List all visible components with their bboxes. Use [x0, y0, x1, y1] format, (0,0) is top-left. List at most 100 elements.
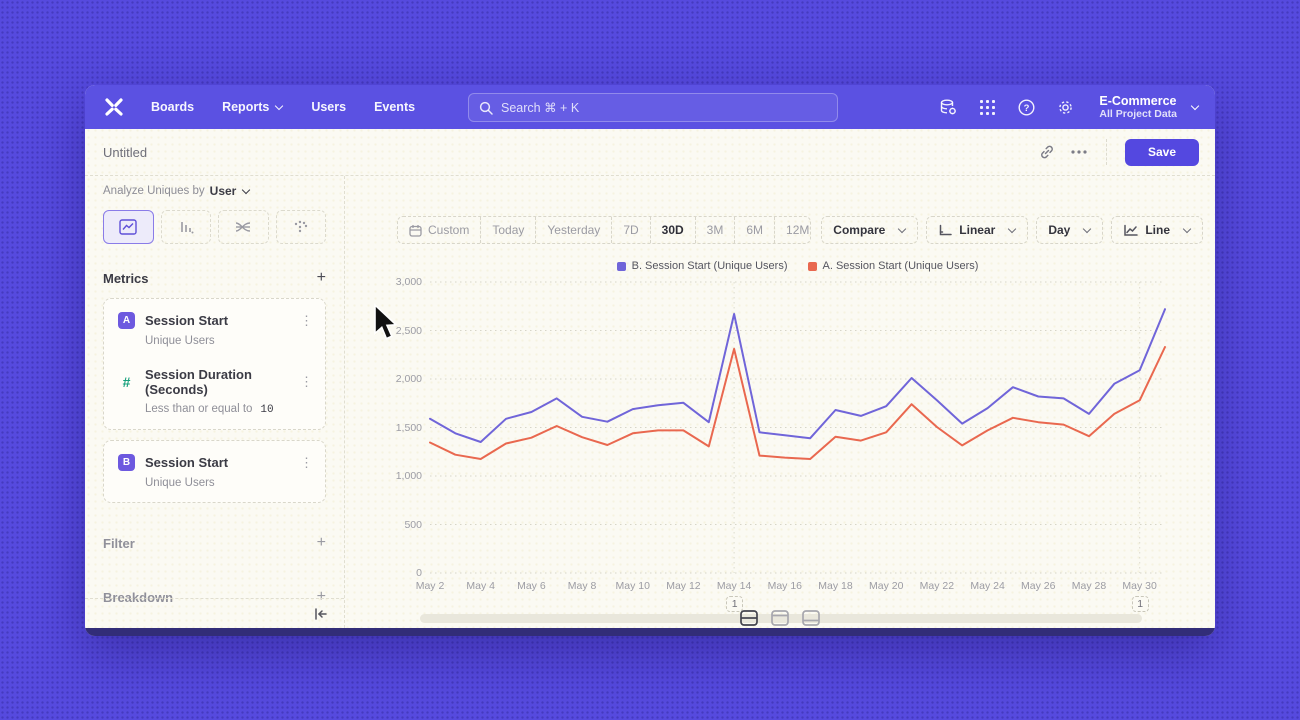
- range-3m[interactable]: 3M: [694, 217, 735, 243]
- x-tick-label: May 22: [919, 580, 955, 592]
- flows-icon: [236, 222, 251, 232]
- nav-item-boards[interactable]: Boards: [151, 100, 195, 114]
- line-chart[interactable]: [429, 281, 1166, 574]
- metrics-section-header: Metrics +: [103, 270, 326, 286]
- copy-link-icon[interactable]: [1038, 143, 1056, 161]
- add-breakdown-button[interactable]: +: [316, 588, 326, 605]
- range-7d[interactable]: 7D: [611, 217, 649, 243]
- report-header: Untitled Save: [85, 129, 1215, 176]
- chart-legend: B. Session Start (Unique Users) A. Sessi…: [430, 260, 1165, 272]
- sidebar-footer: [85, 598, 344, 628]
- y-tick-label: 0: [416, 567, 422, 579]
- data-management-icon[interactable]: [939, 98, 957, 116]
- y-tick-label: 3,000: [395, 276, 422, 288]
- chevron-down-icon: [275, 103, 283, 111]
- window-bottom-edge: [85, 628, 1215, 636]
- report-title[interactable]: Untitled: [103, 144, 148, 160]
- chart-type-bar-tile[interactable]: [160, 210, 211, 244]
- annotation-badge[interactable]: 1: [726, 596, 744, 612]
- metric-row-duration[interactable]: # Session Duration (Seconds) ⋮: [118, 367, 313, 397]
- linear-axis-icon: [940, 224, 953, 235]
- bar-chart-icon: [180, 222, 194, 234]
- metric-filter-condition: Less than or equal to 10: [145, 403, 274, 416]
- layout-split-icon[interactable]: [740, 610, 758, 626]
- scatter-icon: [294, 220, 307, 233]
- nav-item-events[interactable]: Events: [374, 100, 416, 114]
- series-line[interactable]: [429, 308, 1166, 443]
- x-tick-label: May 2: [415, 580, 445, 592]
- nav-utilities: ? E-Commerce All Project Data: [939, 94, 1199, 120]
- save-button[interactable]: Save: [1125, 138, 1199, 166]
- analyze-uniques-row: Analyze Uniques by User: [103, 184, 326, 198]
- analyze-value-dropdown[interactable]: User: [210, 184, 251, 198]
- x-tick-label: May 12: [666, 580, 701, 592]
- range-30d[interactable]: 30D: [649, 217, 695, 243]
- interval-dropdown[interactable]: Day: [1036, 216, 1104, 244]
- breakdown-title: Breakdown: [103, 589, 174, 605]
- range-custom[interactable]: Custom: [398, 217, 480, 243]
- x-tick-label: May 16: [767, 580, 803, 592]
- y-tick-label: 2,000: [395, 373, 422, 385]
- layout-top-icon[interactable]: [771, 610, 789, 626]
- apps-grid-icon[interactable]: [978, 98, 996, 116]
- range-6m[interactable]: 6M: [734, 217, 774, 243]
- metric-card-group-2[interactable]: B Session Start ⋮ Unique Users: [103, 440, 326, 503]
- legend-item-a[interactable]: A. Session Start (Unique Users): [807, 260, 978, 272]
- chart-type-line-tile[interactable]: [103, 210, 154, 244]
- calendar-icon: [409, 224, 422, 237]
- project-switcher[interactable]: E-Commerce All Project Data: [1099, 94, 1199, 120]
- top-nav: Boards Reports Users Events Search ⌘ + K…: [85, 85, 1215, 129]
- svg-text:?: ?: [1023, 103, 1029, 114]
- mouse-cursor: [374, 303, 398, 340]
- x-tick-label: May 4: [466, 580, 495, 592]
- chevron-down-icon: [898, 226, 906, 234]
- chevron-down-icon: [242, 187, 250, 195]
- chart-panel: Custom Today Yesterday 7D 30D 3M 6M 12M …: [345, 176, 1215, 628]
- metric-subtitle: Unique Users: [145, 477, 215, 489]
- collapse-sidebar-icon[interactable]: [314, 607, 328, 620]
- y-tick-label: 2,500: [395, 324, 422, 337]
- line-chart-icon: [1124, 224, 1139, 236]
- range-today[interactable]: Today: [480, 217, 535, 243]
- search-icon: [479, 101, 493, 115]
- chart-type-dropdown[interactable]: Line: [1111, 216, 1203, 244]
- chevron-down-icon: [1083, 226, 1091, 234]
- query-sidebar: Analyze Uniques by User: [85, 176, 345, 628]
- search-input[interactable]: Search ⌘ + K: [468, 93, 838, 122]
- x-tick-label: May 20: [868, 580, 904, 592]
- legend-item-b[interactable]: B. Session Start (Unique Users): [616, 260, 788, 272]
- chevron-down-icon: [1008, 226, 1016, 234]
- more-options-icon[interactable]: [1070, 143, 1088, 161]
- metric-menu-icon[interactable]: ⋮: [300, 374, 313, 389]
- x-tick-label: May 8: [567, 580, 597, 592]
- annotation-badge[interactable]: 1: [1131, 596, 1149, 612]
- nav-item-users[interactable]: Users: [311, 100, 347, 114]
- series-line[interactable]: [429, 346, 1166, 460]
- chart-type-flows-tile[interactable]: [218, 210, 269, 244]
- layout-bottom-icon[interactable]: [802, 610, 820, 626]
- add-filter-button[interactable]: +: [316, 534, 326, 551]
- metric-row-b[interactable]: B Session Start ⋮: [118, 454, 313, 471]
- range-12m[interactable]: 12M: [774, 217, 810, 243]
- x-tick-label: May 26: [1021, 580, 1056, 592]
- nav-item-reports[interactable]: Reports: [222, 100, 283, 114]
- metric-menu-icon[interactable]: ⋮: [300, 454, 313, 470]
- range-yesterday[interactable]: Yesterday: [535, 217, 611, 243]
- mixpanel-logo-icon[interactable]: [103, 97, 125, 117]
- chevron-down-icon: [1191, 103, 1199, 111]
- horizontal-scrollbar[interactable]: [420, 614, 1142, 623]
- add-metric-button[interactable]: +: [316, 269, 326, 286]
- scale-dropdown[interactable]: Linear: [926, 216, 1029, 244]
- metric-row-a[interactable]: A Session Start ⋮: [118, 312, 313, 329]
- condition-value[interactable]: 10: [260, 404, 274, 416]
- metrics-title: Metrics: [103, 270, 149, 286]
- analyze-label: Analyze Uniques by: [103, 185, 205, 197]
- compare-button[interactable]: Compare: [821, 216, 919, 244]
- metric-menu-icon[interactable]: ⋮: [300, 312, 313, 328]
- chart-type-scatter-tile[interactable]: [275, 210, 326, 244]
- settings-gear-icon[interactable]: [1056, 98, 1074, 116]
- metric-card-group-1[interactable]: A Session Start ⋮ Unique Users # Session…: [103, 298, 326, 430]
- divider: [1106, 139, 1107, 165]
- help-icon[interactable]: ?: [1017, 98, 1035, 116]
- x-tick-label: May 14: [716, 580, 752, 592]
